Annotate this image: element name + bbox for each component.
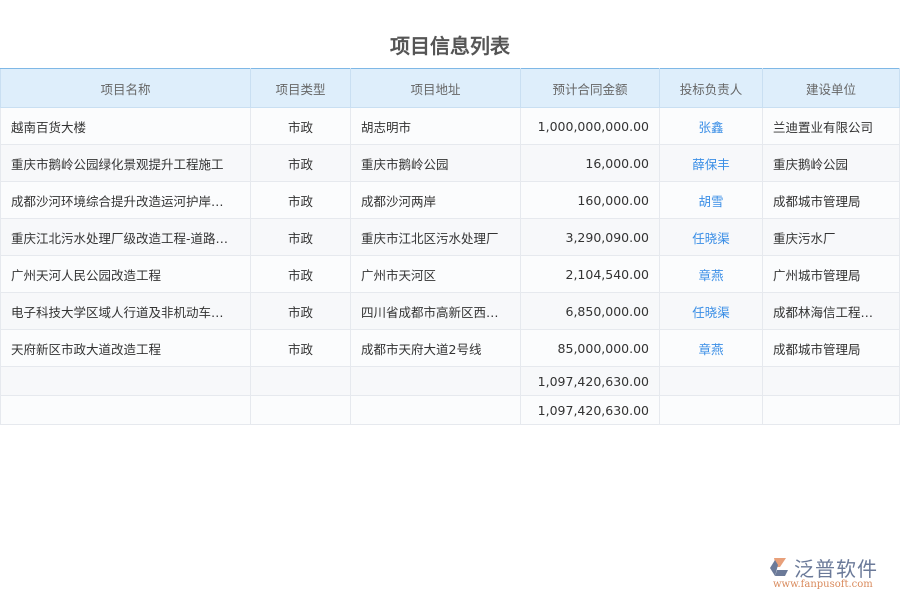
cell-address: 重庆市江北区污水处理厂 — [350, 218, 521, 256]
cell-owner[interactable]: 章燕 — [659, 329, 763, 367]
table-header: 项目名称 项目类型 项目地址 预计合同金额 投标负责人 建设单位 — [0, 68, 900, 108]
col-name[interactable]: 项目名称 — [0, 68, 251, 108]
cell-name: 广州天河人民公园改造工程 — [0, 255, 251, 293]
cell-unit: 重庆鹅岭公园 — [762, 144, 900, 182]
cell-owner[interactable]: 胡雪 — [659, 181, 763, 219]
cell-name: 重庆江北污水处理厂级改造工程-道路… — [0, 218, 251, 256]
total-amount: 1,097,420,630.00 — [520, 366, 660, 396]
total-row: 1,097,420,630.00 — [0, 395, 900, 425]
cell-owner[interactable]: 章燕 — [659, 255, 763, 293]
empty-cell — [762, 366, 900, 396]
cell-unit: 兰迪置业有限公司 — [762, 107, 900, 145]
cell-name: 天府新区市政大道改造工程 — [0, 329, 251, 367]
cell-name: 成都沙河环境综合提升改造运河护岸… — [0, 181, 251, 219]
cell-name: 越南百货大楼 — [0, 107, 251, 145]
empty-cell — [659, 395, 763, 425]
cell-amount: 1,000,000,000.00 — [520, 107, 660, 145]
cell-type: 市政 — [250, 107, 351, 145]
cell-address: 四川省成都市高新区西… — [350, 292, 521, 330]
cell-name: 重庆市鹅岭公园绿化景观提升工程施工 — [0, 144, 251, 182]
empty-cell — [659, 366, 763, 396]
cell-owner[interactable]: 任晓渠 — [659, 218, 763, 256]
cell-owner[interactable]: 张鑫 — [659, 107, 763, 145]
cell-unit: 成都城市管理局 — [762, 181, 900, 219]
cell-type: 市政 — [250, 181, 351, 219]
cell-amount: 85,000,000.00 — [520, 329, 660, 367]
fanpusoft-logo: 泛普软件 www.fanpusoft.com — [768, 553, 898, 593]
table-row[interactable]: 天府新区市政大道改造工程 市政 成都市天府大道2号线 85,000,000.00 章燕成… — [0, 329, 900, 367]
empty-cell — [250, 366, 351, 396]
cell-address: 广州市天河区 — [350, 255, 521, 293]
col-address[interactable]: 项目地址 — [350, 68, 521, 108]
table-row[interactable]: 广州天河人民公园改造工程 市政 广州市天河区 2,104,540.00 章燕 广州城市管理… — [0, 255, 900, 293]
empty-cell — [250, 395, 351, 425]
table-row[interactable]: 越南百货大楼 市政 胡志明市 1,000,000,000.00 张鑫 兰迪置业有限公司 — [0, 107, 900, 145]
table-row[interactable]: 电子科技大学区域人行道及非机动车… 市政 四川省成都市高新区西… 6,850,000.… — [0, 292, 900, 330]
cell-amount: 16,000.00 — [520, 144, 660, 182]
page-title: 项目信息列表 — [390, 34, 510, 58]
table-row[interactable]: 重庆市鹅岭公园绿化景观提升工程施工 市政 重庆市鹅岭公园 16,000.00 薛保丰 重庆… — [0, 144, 900, 182]
cell-owner[interactable]: 任晓渠 — [659, 292, 763, 330]
empty-cell — [350, 366, 521, 396]
cell-type: 市政 — [250, 329, 351, 367]
table-row[interactable]: 成都沙河环境综合提升改造运河护岸… 市政 成都沙河两岸 160,000.00 胡雪 成都城… — [0, 181, 900, 219]
cell-unit: 重庆污水厂 — [762, 218, 900, 256]
project-table: 项目名称 项目类型 项目地址 预计合同金额 投标负责人 建设单位 越南百货大楼市… — [0, 68, 900, 425]
col-unit[interactable]: 建设单位 — [762, 68, 900, 108]
cell-amount: 3,290,090.00 — [520, 218, 660, 256]
cell-type: 市政 — [250, 144, 351, 182]
cell-unit: 成都城市管理局 — [762, 329, 900, 367]
total-amount: 1,097,420,630.00 — [520, 395, 660, 425]
cell-type: 市政 — [250, 255, 351, 293]
total-row: 1,097,420,630.00 — [0, 366, 900, 396]
logo-icon — [770, 558, 788, 576]
cell-type: 市政 — [250, 218, 351, 256]
cell-amount: 2,104,540.00 — [520, 255, 660, 293]
empty-cell — [762, 395, 900, 425]
cell-name: 电子科技大学区域人行道及非机动车… — [0, 292, 251, 330]
cell-unit: 广州城市管理局 — [762, 255, 900, 293]
col-amount[interactable]: 预计合同金额 — [520, 68, 660, 108]
empty-cell — [350, 395, 521, 425]
cell-amount: 6,850,000.00 — [520, 292, 660, 330]
logo-url: www.fanpusoft.com — [773, 579, 873, 590]
cell-owner[interactable]: 薛保丰 — [659, 144, 763, 182]
empty-cell — [0, 366, 251, 396]
cell-address: 胡志明市 — [350, 107, 521, 145]
table-row[interactable]: 重庆江北污水处理厂级改造工程-道路… 市政 重庆市江北区污水处理厂 3,290,090… — [0, 218, 900, 256]
logo-name: 泛普软件 — [794, 557, 878, 581]
col-owner[interactable]: 投标负责人 — [659, 68, 763, 108]
cell-amount: 160,000.00 — [520, 181, 660, 219]
empty-cell — [0, 395, 251, 425]
cell-address: 重庆市鹅岭公园 — [350, 144, 521, 182]
col-type[interactable]: 项目类型 — [250, 68, 351, 108]
cell-address: 成都市天府大道2号线 — [350, 329, 521, 367]
cell-unit: 成都林海信工程… — [762, 292, 900, 330]
cell-type: 市政 — [250, 292, 351, 330]
cell-address: 成都沙河两岸 — [350, 181, 521, 219]
